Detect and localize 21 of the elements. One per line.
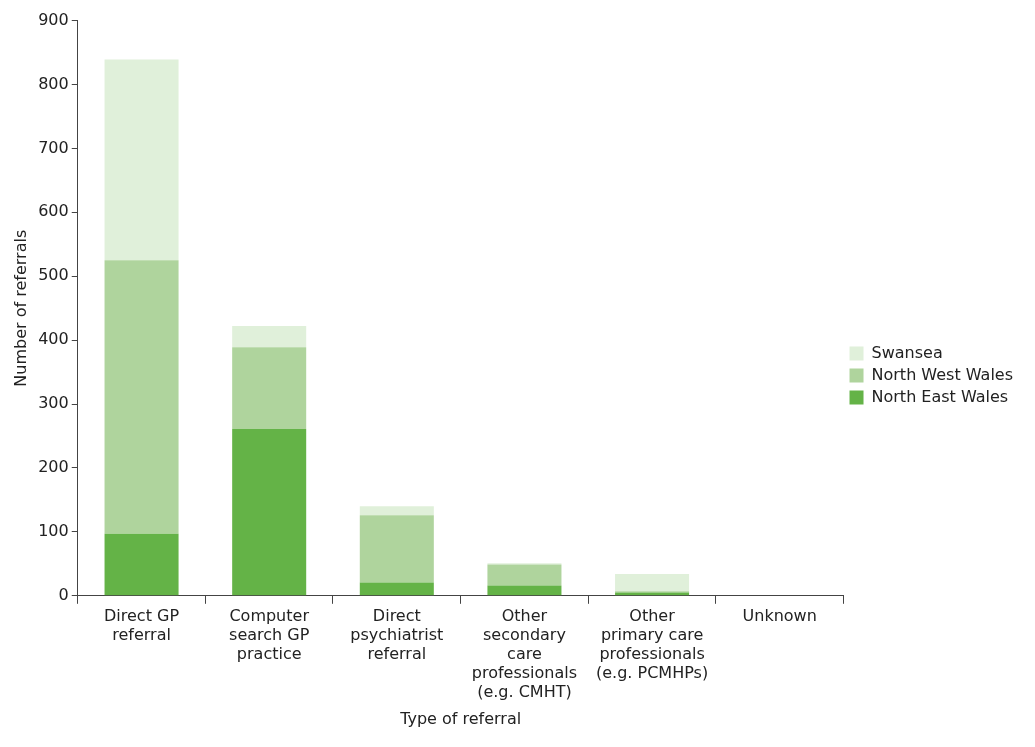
legend-label: Swansea	[871, 342, 943, 362]
x-tick-label: Direct psychiatrist referral	[350, 605, 444, 663]
x-tick-label: Other secondary care professionals (e.g. CMHT)	[471, 605, 578, 702]
x-tick-label: Other primary care professionals (e.g. PCMHPs)	[596, 605, 709, 683]
y-tick-label: 500	[38, 265, 69, 285]
x-tick-label: Computer search GP practice	[229, 605, 310, 663]
y-axis-title: Number of referrals	[10, 229, 30, 387]
y-tick-label: 900	[38, 9, 69, 29]
legend-label: North East Wales	[871, 386, 1009, 406]
y-tick-label: 200	[38, 457, 69, 477]
y-tick-label: 400	[38, 329, 69, 349]
y-tick-label: 0	[58, 584, 69, 604]
y-tick-label: 100	[38, 521, 69, 541]
x-axis-title: Type of referral	[399, 708, 522, 728]
x-tick-label: Direct GP referral	[104, 605, 180, 644]
x-tick-label: Unknown	[742, 605, 817, 625]
y-tick-label: 800	[38, 73, 69, 93]
legend-label: North West Wales	[871, 364, 1013, 384]
y-tick-label: 600	[38, 201, 69, 221]
y-tick-label: 700	[38, 137, 69, 157]
y-tick-label: 300	[38, 393, 69, 413]
